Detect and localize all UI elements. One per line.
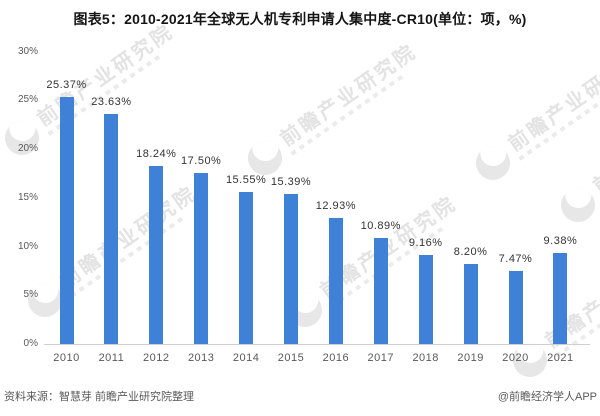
x-axis-tick-label: 2012 [143,352,170,364]
x-axis-tick-label: 2021 [547,352,574,364]
y-axis-tick-label: 0% [23,338,38,349]
bar-value-label: 10.89% [360,219,401,232]
bar [373,237,388,344]
bar [328,217,343,344]
bar-value-label: 15.39% [270,175,312,188]
y-axis-tick-label: 30% [17,45,38,57]
bar-value-label: 12.93% [315,199,357,212]
bar [553,252,568,344]
x-axis-tick-label: 2011 [98,352,125,364]
bar [239,192,254,344]
bar [463,264,478,344]
bar [104,113,119,344]
bar-value-label: 18.24% [136,148,177,161]
y-axis-tick-label: 15% [17,191,38,203]
bar [59,96,74,344]
x-axis-tick-label: 2016 [322,352,350,364]
bar-value-label: 7.47% [498,253,533,266]
credit-note: @前瞻经济学人APP [497,391,597,403]
bar [194,173,209,344]
x-axis-tick-label: 2020 [502,352,529,364]
bar [418,254,433,344]
x-axis-tick-label: 2014 [232,352,260,364]
bar-value-label: 17.50% [181,155,222,168]
chart-title: 图表5：2010-2021年全球无人机专利申请人集中度-CR10(单位：项，%) [73,11,527,27]
y-axis-tick-label: 10% [17,240,38,252]
x-axis-tick-label: 2015 [277,352,305,364]
y-axis-tick-label: 20% [17,143,38,154]
bar [149,166,164,344]
x-axis-tick-label: 2013 [187,352,215,364]
bar [508,271,523,344]
bar-value-label: 25.37% [46,78,87,91]
chart-footer: 资料来源：智慧芽 前瞻产业研究院整理 @前瞻经济学人APP [4,388,597,404]
x-axis-line [44,344,590,345]
x-axis-tick-label: 2019 [457,352,484,364]
bar [284,193,298,344]
source-note: 资料来源：智慧芽 前瞻产业研究院整理 [4,391,195,403]
bar-value-label: 9.38% [543,234,578,247]
x-axis-tick-label: 2017 [367,352,395,364]
bar-value-label: 23.63% [91,95,132,108]
y-axis-tick-label: 5% [23,289,38,301]
bar-value-label: 8.20% [453,246,488,259]
x-axis-tick-label: 2018 [412,352,439,364]
x-axis-tick-label: 2010 [53,352,80,364]
y-axis-tick-label: 25% [17,94,38,106]
